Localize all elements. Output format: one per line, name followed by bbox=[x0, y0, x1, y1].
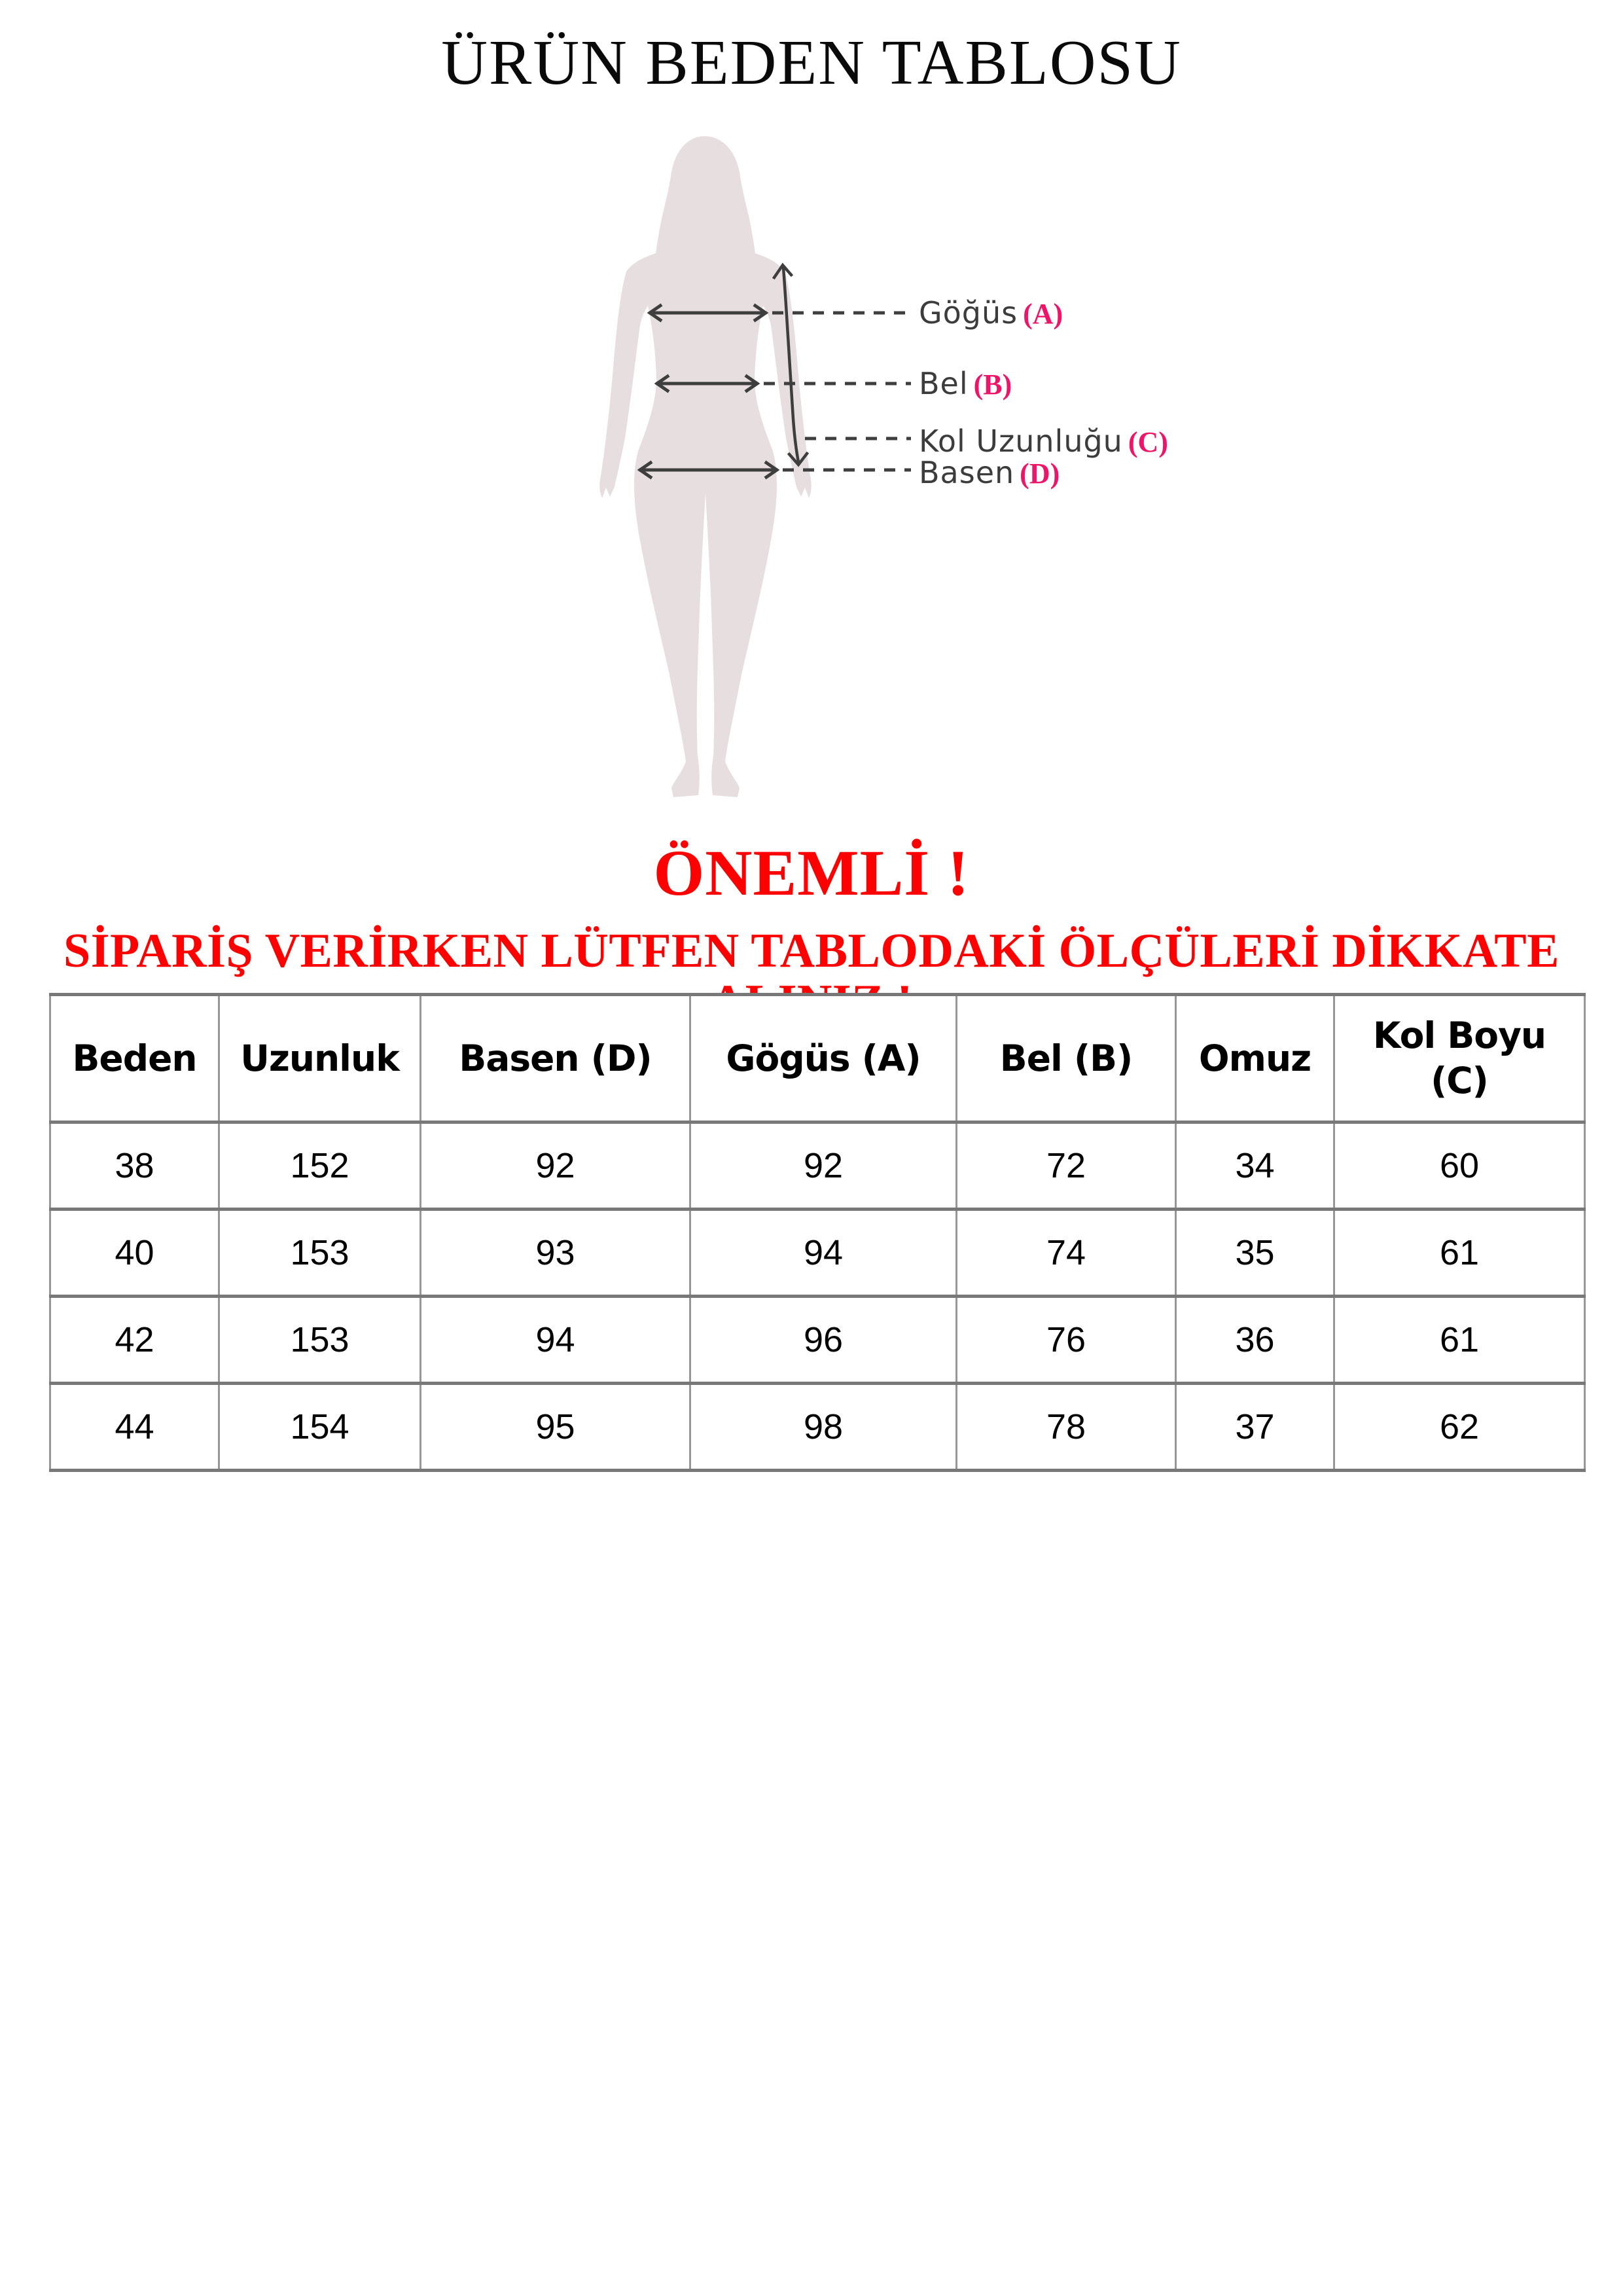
cell-shoulder: 34 bbox=[1175, 1121, 1335, 1211]
cell-chest: 96 bbox=[689, 1295, 957, 1385]
cell-arm: 62 bbox=[1333, 1382, 1586, 1472]
cell-waist: 72 bbox=[955, 1121, 1177, 1211]
cell-size: 38 bbox=[49, 1121, 220, 1211]
column-header-basen: Basen (D) bbox=[419, 993, 691, 1124]
column-header-beden: Beden bbox=[49, 993, 220, 1124]
measure-label-arm-length-text: Kol Uzunluğu bbox=[919, 423, 1123, 459]
cell-hip: 95 bbox=[419, 1382, 691, 1472]
column-header-bel: Bel (B) bbox=[955, 993, 1177, 1124]
measure-label-hip: Basen (D) bbox=[919, 455, 1060, 490]
measure-label-waist: Bel (B) bbox=[919, 366, 1012, 401]
cell-size: 42 bbox=[49, 1295, 220, 1385]
cell-length: 152 bbox=[218, 1121, 421, 1211]
cell-arm: 60 bbox=[1333, 1121, 1586, 1211]
measure-label-arm-length-code: (C) bbox=[1128, 426, 1168, 458]
cell-arm: 61 bbox=[1333, 1208, 1586, 1298]
measure-label-chest-code: (A) bbox=[1023, 298, 1063, 330]
cell-length: 153 bbox=[218, 1295, 421, 1385]
cell-arm: 61 bbox=[1333, 1295, 1586, 1385]
table-row-size-42: 42 153 94 96 76 36 61 bbox=[49, 1295, 1586, 1385]
cell-size: 40 bbox=[49, 1208, 220, 1298]
measure-label-chest: Göğüs (A) bbox=[919, 295, 1063, 331]
measure-label-waist-code: (B) bbox=[973, 368, 1012, 401]
measure-label-hip-text: Basen bbox=[919, 455, 1015, 490]
cell-waist: 76 bbox=[955, 1295, 1177, 1385]
cell-shoulder: 37 bbox=[1175, 1382, 1335, 1472]
female-figure-measurement-diagram bbox=[599, 136, 911, 797]
measure-label-hip-code: (D) bbox=[1020, 457, 1060, 490]
cell-shoulder: 35 bbox=[1175, 1208, 1335, 1298]
measure-label-waist-text: Bel bbox=[919, 366, 969, 401]
size-table: Beden Uzunluk Basen (D) Gögüs (A) Bel (B… bbox=[49, 993, 1586, 1472]
arm-length-measure-arrow bbox=[772, 262, 810, 467]
cell-waist: 78 bbox=[955, 1382, 1177, 1472]
column-header-uzunluk: Uzunluk bbox=[218, 993, 421, 1124]
cell-length: 153 bbox=[218, 1208, 421, 1298]
cell-chest: 94 bbox=[689, 1208, 957, 1298]
table-row-size-38: 38 152 92 92 72 34 60 bbox=[49, 1121, 1586, 1211]
important-heading: ÖNEMLİ ! bbox=[653, 836, 970, 909]
table-row-size-40: 40 153 93 94 74 35 61 bbox=[49, 1208, 1586, 1298]
cell-hip: 94 bbox=[419, 1295, 691, 1385]
page-title: ÜRÜN BEDEN TABLOSU bbox=[441, 27, 1182, 98]
measure-label-arm-length: Kol Uzunluğu (C) bbox=[919, 423, 1168, 459]
cell-chest: 92 bbox=[689, 1121, 957, 1211]
cell-waist: 74 bbox=[955, 1208, 1177, 1298]
cell-hip: 92 bbox=[419, 1121, 691, 1211]
column-header-omuz: Omuz bbox=[1175, 993, 1335, 1124]
size-table-header-row: Beden Uzunluk Basen (D) Gögüs (A) Bel (B… bbox=[49, 993, 1586, 1124]
table-row-size-44: 44 154 95 98 78 37 62 bbox=[49, 1382, 1586, 1472]
chest-measure-arrow bbox=[647, 303, 769, 323]
column-header-kol-boyu: Kol Boyu (C) bbox=[1333, 993, 1586, 1124]
hip-measure-arrow bbox=[637, 460, 780, 480]
female-figure-silhouette bbox=[599, 136, 812, 797]
cell-length: 154 bbox=[218, 1382, 421, 1472]
column-header-gogus: Gögüs (A) bbox=[689, 993, 957, 1124]
measure-label-chest-text: Göğüs bbox=[919, 295, 1018, 331]
cell-hip: 93 bbox=[419, 1208, 691, 1298]
cell-shoulder: 36 bbox=[1175, 1295, 1335, 1385]
cell-size: 44 bbox=[49, 1382, 220, 1472]
cell-chest: 98 bbox=[689, 1382, 957, 1472]
waist-measure-arrow bbox=[654, 374, 760, 393]
